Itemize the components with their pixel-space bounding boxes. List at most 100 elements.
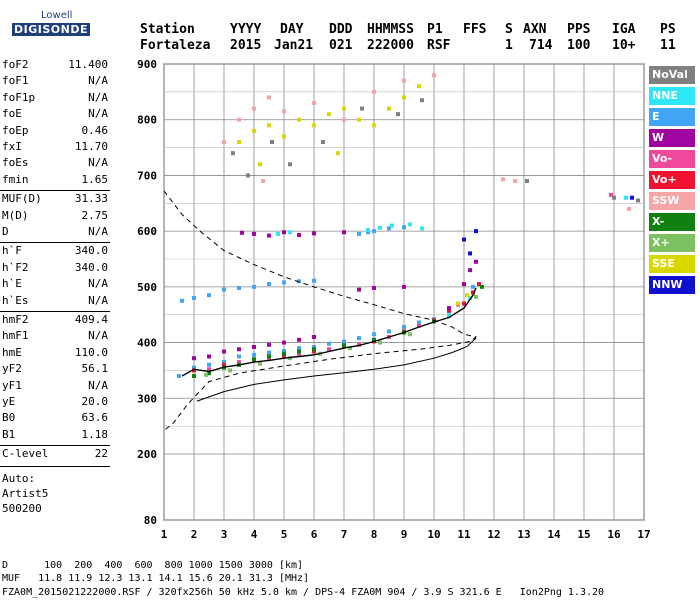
y-tick-label: 900 [137,58,157,71]
header-label: Station [140,22,195,37]
x-tick-label: 13 [517,528,530,541]
echo-point-e [387,226,391,231]
echo-point-noval [360,106,364,111]
logo-line2: DIGISONDE [12,23,90,36]
header-value: 714 [529,38,553,53]
echo-point-vo [327,347,331,352]
legend-w: W [649,129,695,147]
header-label: YYYY [230,22,262,37]
param-row: B0 63.6 [2,411,108,424]
echo-point-w [372,285,376,290]
echo-point-e [387,329,391,334]
echo-point-x [297,349,301,354]
echo-point-w [282,230,286,235]
param-value: N/A [88,225,108,238]
y-tick-label: 500 [137,281,157,294]
echo-point-w [267,342,271,347]
header-label: HHMMSS [367,22,414,37]
echo-point-e [222,360,226,365]
echo-point-e [357,336,361,341]
x-tick-label: 5 [281,528,288,541]
echo-point-noval [612,195,616,200]
echo-point-e [297,346,301,351]
echo-point-sse [327,112,331,117]
x-axis-ticks: 1 2 3 4 5 6 7 8 9 10 11 12 13 14 15 16 17 [161,528,651,541]
echo-point-e [282,348,286,353]
echo-point-w [192,356,196,361]
x-tick-label: 15 [577,528,590,541]
panel-separator [0,190,110,192]
param-name: yF2 [2,362,22,376]
param-name: foF1 [2,74,29,88]
param-value: N/A [88,90,108,104]
echo-point-e [267,350,271,355]
header-value: RSF [427,38,451,53]
param-value: 1.18 [81,427,109,441]
param-value: N/A [88,378,108,392]
echo-point-x [378,340,382,345]
auto-line: Auto: [2,471,36,485]
logo-line1: Lowell [41,10,73,21]
y-tick-label: 80 [144,514,157,527]
echo-point-w [402,284,406,289]
echo-point-vo [462,301,466,306]
param-row: foE N/A [2,107,108,120]
param-row: fmin 1.65 [2,173,108,186]
panel-separator [0,445,110,447]
x-tick-label: 12 [487,528,500,541]
echo-point-e [372,332,376,337]
param-value: 409.4 [74,313,108,326]
echo-point-ssw [513,179,517,183]
param-value: N/A [88,156,108,170]
param-value: N/A [88,329,108,343]
legend-ssw: SSW [649,192,695,210]
x-tick-label: 14 [547,528,561,541]
param-value: 20.0 [81,395,109,408]
echo-point-nnw [630,195,634,200]
x-tick-label: 2 [191,528,198,541]
header-label: S [505,22,513,37]
param-row: h`Es N/A [2,294,108,307]
echo-point-sse [267,123,271,128]
echo-point-w [297,233,301,238]
param-row: foF1p N/A [2,91,108,104]
echo-point-nne [468,296,472,300]
echo-point-e [327,341,331,346]
header-label: DDD [329,22,353,37]
param-name: hmF1 [2,329,29,343]
scaled-trace [181,287,477,377]
param-value: 56.1 [81,362,109,376]
param-name: yF1 [2,378,22,392]
header-value: 100 [567,38,591,53]
echo-point-vo [609,192,613,197]
echo-point-noval [525,179,529,183]
echo-point-ssw [402,78,406,83]
header-value: 1 [505,38,513,53]
echo-point-vo [222,362,226,367]
legend-nnw: NNW [649,276,695,294]
legend-x: X+ [649,234,695,252]
echo-point-e [237,354,241,359]
param-value: 340.0 [74,244,108,258]
echo-point-w [240,230,244,235]
echo-point-e [297,279,301,284]
x-tick-label: 3 [221,528,228,541]
header-label: DAY [280,22,304,37]
param-name: foEs [2,156,29,170]
param-value: N/A [88,107,108,121]
legend-vo: Vo- [649,150,695,168]
echo-point-sse [342,106,346,111]
legend-nne: NNE [649,87,695,105]
echo-point-w [462,282,466,287]
echo-point-w [207,354,211,359]
param-name: D [2,225,9,238]
param-name: yE [2,395,16,408]
y-tick-label: 200 [137,448,157,461]
echo-point-e [402,324,406,329]
echo-traces [177,73,640,378]
echo-point-x [348,346,352,351]
echo-point-vo [477,282,481,287]
x-tick-label: 8 [371,528,378,541]
echo-point-e [192,296,196,300]
header-value: 021 [329,38,353,53]
